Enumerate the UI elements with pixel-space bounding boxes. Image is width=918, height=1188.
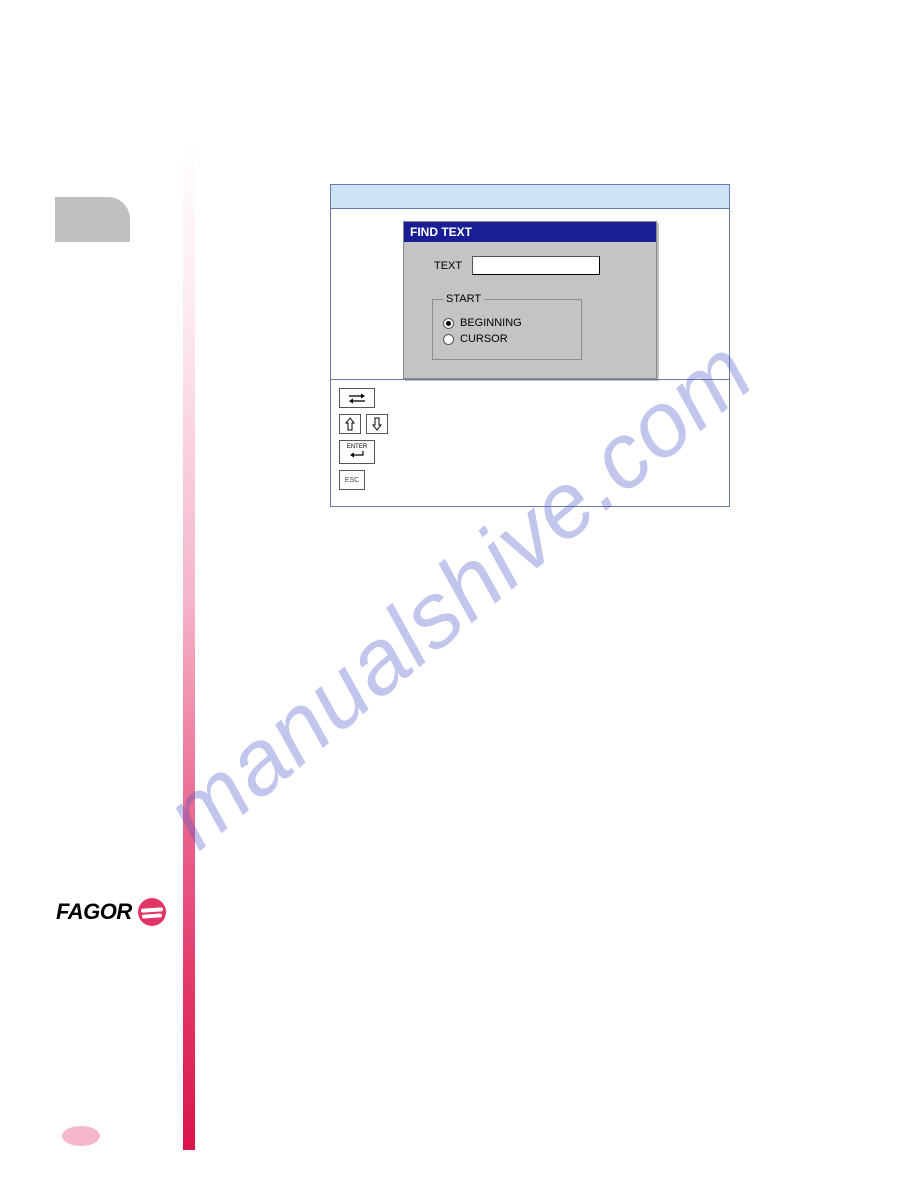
dialog-title: FIND TEXT bbox=[404, 222, 656, 242]
esc-button[interactable]: ESC bbox=[339, 470, 365, 490]
up-button[interactable] bbox=[339, 414, 361, 434]
arrow-down-icon bbox=[371, 417, 383, 431]
radio-beginning-row[interactable]: BEGINNING bbox=[443, 317, 571, 329]
button-area: ENTER ESC bbox=[331, 379, 729, 494]
text-input[interactable] bbox=[472, 256, 600, 275]
dialog-content: TEXT START BEGINNING CURSOR bbox=[404, 242, 656, 378]
toggle-icon bbox=[347, 392, 367, 404]
arrow-up-icon bbox=[344, 417, 356, 431]
radio-cursor[interactable] bbox=[443, 334, 454, 345]
radio-cursor-row[interactable]: CURSOR bbox=[443, 333, 571, 345]
toggle-button[interactable] bbox=[339, 388, 375, 408]
radio-beginning-label: BEGINNING bbox=[460, 317, 522, 329]
page-number-oval bbox=[62, 1126, 100, 1146]
text-label: TEXT bbox=[434, 260, 462, 272]
side-tab-shape bbox=[55, 197, 130, 242]
start-fieldset: START BEGINNING CURSOR bbox=[432, 293, 582, 360]
cnc-panel: FIND TEXT TEXT START BEGINNING CURSOR bbox=[330, 184, 730, 507]
cnc-panel-body: FIND TEXT TEXT START BEGINNING CURSOR bbox=[331, 221, 729, 506]
find-text-dialog: FIND TEXT TEXT START BEGINNING CURSOR bbox=[403, 221, 657, 379]
fagor-logo-text: FAGOR bbox=[56, 899, 132, 925]
radio-beginning[interactable] bbox=[443, 318, 454, 329]
fagor-logo-icon bbox=[138, 898, 166, 926]
text-row: TEXT bbox=[418, 256, 642, 275]
fagor-logo: FAGOR bbox=[56, 898, 166, 926]
cnc-panel-header bbox=[331, 185, 729, 209]
side-gradient-bar bbox=[183, 140, 195, 1150]
enter-icon bbox=[348, 450, 366, 460]
enter-button[interactable]: ENTER bbox=[339, 440, 375, 464]
esc-label: ESC bbox=[345, 477, 359, 484]
down-button[interactable] bbox=[366, 414, 388, 434]
start-legend: START bbox=[443, 293, 484, 305]
radio-cursor-label: CURSOR bbox=[460, 333, 508, 345]
